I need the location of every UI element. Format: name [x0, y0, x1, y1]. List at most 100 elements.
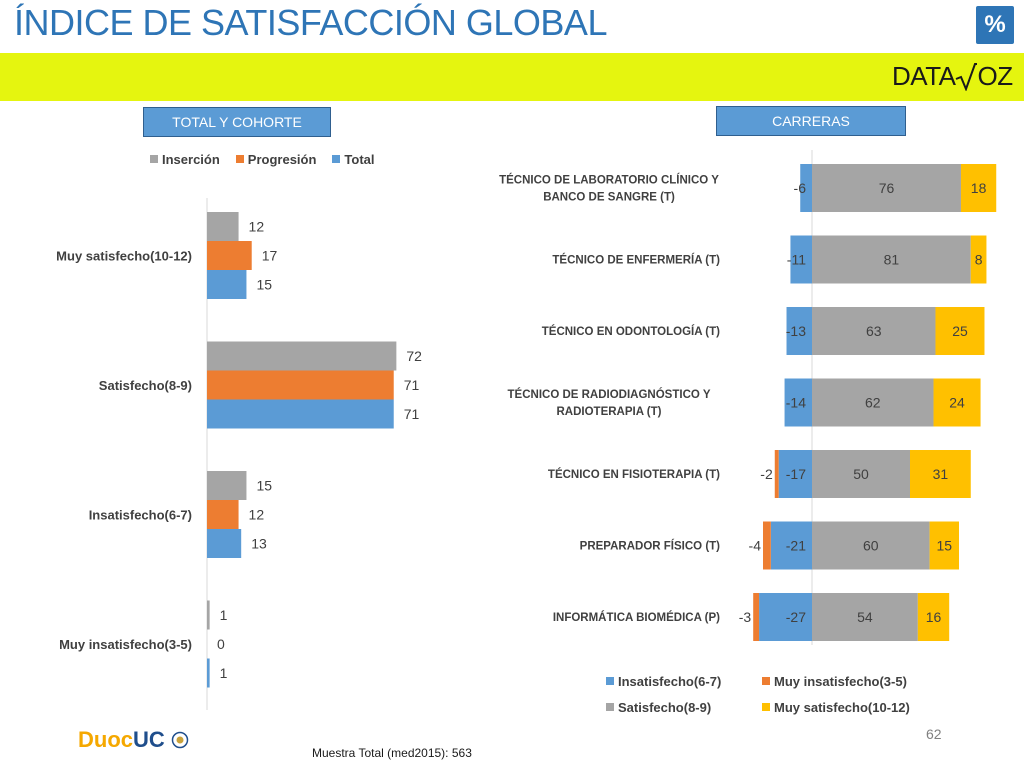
category-label: PREPARADOR FÍSICO (T)	[580, 540, 721, 553]
bar-satisfecho-3	[812, 307, 936, 355]
data-label: -14	[786, 395, 806, 411]
data-label: 16	[926, 609, 942, 625]
category-label: Insatisfecho(6-7)	[89, 508, 192, 523]
duoc-uc-logo: DuocUC	[78, 727, 189, 753]
bar-satisfecho-4	[812, 378, 934, 427]
data-label: 62	[865, 395, 881, 411]
bar-insatisfecho-7	[759, 593, 812, 641]
sample-note: Muestra Total (med2015): 563	[312, 746, 472, 760]
datavoz-logo: DATA OZ	[892, 61, 1013, 92]
data-label: -21	[786, 538, 806, 554]
left-chart-legend: Inserción Progresión Total	[150, 152, 391, 167]
category-label: INFORMÁTICA BIOMÉDICA (P)	[553, 611, 720, 624]
legend-label: Total	[344, 152, 375, 167]
bar-muy-satisfecho-4	[933, 378, 981, 427]
bar-insatisfecho-2	[790, 235, 812, 284]
bar-muy-satisfecho-3	[935, 307, 985, 355]
legend-swatch	[606, 703, 614, 711]
legend-item-satisfecho-8-9: Satisfecho(8-9)	[606, 700, 711, 715]
bar-muy-satisfecho-1	[960, 164, 997, 212]
duoc-logo-part2: UC	[133, 727, 165, 752]
legend-item-muy-satisfecho-10-12: Muy satisfecho(10-12)	[762, 700, 910, 715]
data-label: -4	[749, 538, 762, 554]
header-total-cohorte: TOTAL Y COHORTE	[143, 107, 331, 137]
category-label: TÉCNICO DE ENFERMERÍA (T)	[552, 254, 720, 267]
data-label: -17	[786, 466, 806, 482]
data-label: 24	[949, 395, 965, 411]
bar-insatisfecho-1	[800, 164, 812, 212]
legend-swatch	[235, 155, 244, 163]
bar-total-insatisfecho-6-7	[207, 529, 242, 558]
legend-item-insatisfecho-6-7: Insatisfecho(6-7)	[606, 674, 721, 689]
bar-total-muy-insatisfecho-3-5	[207, 658, 210, 688]
data-label: -6	[794, 180, 807, 196]
bar-total-muy-satisfecho-10-12	[207, 270, 247, 299]
bar-progresion-satisfecho-8-9	[207, 370, 394, 400]
category-label: Muy insatisfecho(3-5)	[59, 637, 192, 652]
logo-text-oz: OZ	[977, 61, 1013, 91]
category-label: TÉCNICO EN ODONTOLOGÍA (T)	[542, 325, 720, 338]
data-label: -13	[786, 323, 806, 339]
data-label: 12	[249, 507, 265, 523]
data-label: 8	[975, 252, 983, 268]
legend-swatch	[762, 677, 770, 685]
data-label: 1	[220, 607, 228, 623]
check-root-icon	[956, 63, 978, 92]
bar-progresion-insatisfecho-6-7	[207, 500, 239, 529]
bar-insatisfecho-4	[784, 378, 812, 427]
data-label: 72	[406, 348, 422, 364]
legend-swatch	[150, 155, 158, 163]
legend-item-progresion: Progresión	[235, 152, 316, 167]
bar-muy-insatisfecho-6	[763, 521, 771, 570]
data-label: 12	[249, 219, 265, 235]
data-label: -3	[739, 609, 752, 625]
legend-label: Inserción	[162, 152, 220, 167]
bar-satisfecho-1	[812, 164, 961, 212]
data-label: 71	[404, 406, 420, 422]
legend-label: Insatisfecho(6-7)	[618, 674, 722, 689]
bar-muy-satisfecho-5	[910, 450, 971, 498]
data-label: -11	[787, 252, 806, 268]
bar-satisfecho-5	[812, 450, 910, 498]
bar-muy-satisfecho-6	[929, 521, 959, 570]
data-label: -2	[760, 466, 773, 482]
data-label: 54	[857, 609, 873, 625]
bar-progresion-muy-satisfecho-10-12	[207, 241, 252, 270]
legend-item-insercion: Inserción	[150, 152, 220, 167]
data-label: 50	[853, 466, 869, 482]
data-label: 71	[404, 377, 420, 393]
bar-satisfecho-2	[812, 235, 971, 284]
category-label: TÉCNICO EN FISIOTERAPIA (T)	[548, 468, 720, 481]
legend-item-muy-insatisfecho-3-5: Muy insatisfecho(3-5)	[762, 674, 907, 689]
legend-item-total: Total	[332, 152, 375, 167]
bar-insercion-muy-satisfecho-10-12	[207, 212, 239, 241]
page-title: ÍNDICE DE SATISFACCIÓN GLOBAL	[14, 2, 607, 43]
logo-text-data: DATA	[892, 61, 956, 91]
bar-satisfecho-6	[812, 521, 930, 570]
data-label: 17	[262, 248, 278, 264]
data-label: 0	[217, 636, 225, 652]
bar-insatisfecho-5	[778, 450, 812, 498]
legend-swatch	[332, 155, 341, 163]
category-label: BANCO DE SANGRE (T)	[543, 192, 675, 204]
data-label: 15	[937, 538, 953, 554]
data-label: 60	[863, 538, 879, 554]
data-label: 18	[971, 180, 987, 196]
bar-insercion-muy-insatisfecho-3-5	[207, 600, 210, 630]
category-label: TÉCNICO DE RADIODIAGNÓSTICO Y	[508, 388, 711, 401]
legend-label: Muy insatisfecho(3-5)	[774, 674, 907, 689]
header-band	[0, 53, 1024, 101]
page-number: 62	[926, 726, 942, 742]
right-chart: -6 76 18 TÉCNICO DE LABORATORIO CLÍNICO Y BA…	[499, 150, 997, 645]
bar-insatisfecho-6	[770, 521, 812, 570]
data-label: 25	[952, 323, 968, 339]
legend-swatch	[762, 703, 770, 711]
data-label: 15	[256, 478, 272, 494]
data-label: 76	[879, 180, 895, 196]
data-label: 13	[251, 536, 267, 552]
data-label: 1	[220, 665, 228, 681]
category-label: RADIOTERAPIA (T)	[557, 406, 662, 418]
bar-satisfecho-7	[812, 593, 918, 641]
bar-muy-insatisfecho-7	[753, 593, 760, 641]
legend-swatch	[606, 677, 614, 685]
